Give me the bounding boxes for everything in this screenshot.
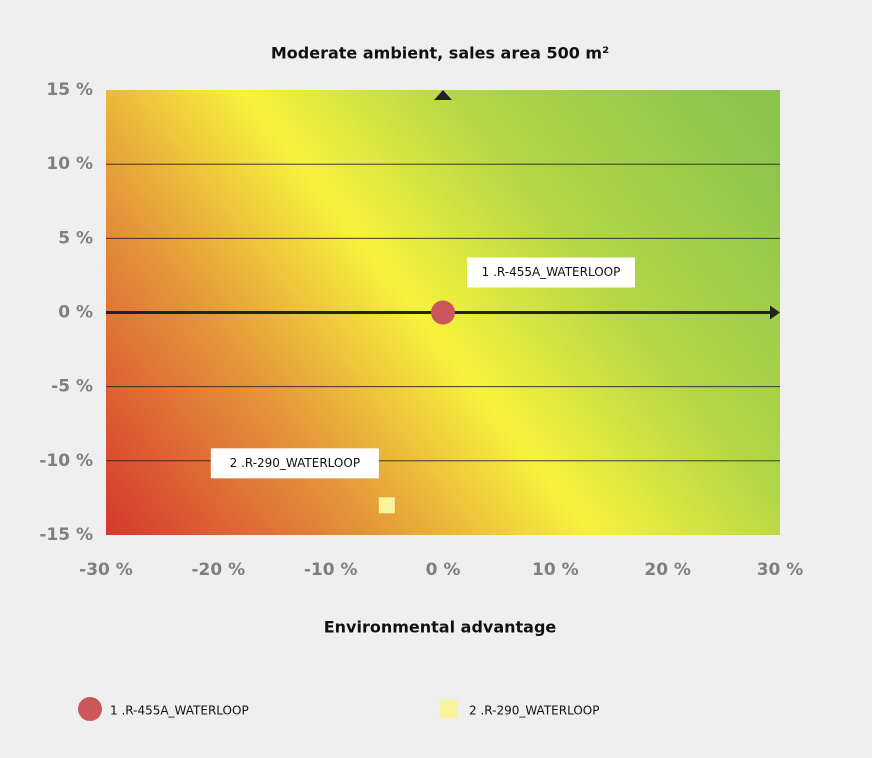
x-tick-label: -10 % [304,560,358,580]
label-box [210,448,379,479]
y-tick-label: 5 % [58,228,93,248]
legend-marker [440,700,458,718]
x-tick-label: -20 % [191,560,245,580]
axis-arrow [770,305,780,320]
x-tick-label: 0 % [426,560,461,580]
x-tick-label: -30 % [79,560,133,580]
x-axis-title: Environmental advantage [324,618,557,637]
data-label: 1 .R-455A_WATERLOOP [482,265,621,279]
label-box [467,257,635,288]
point [431,300,455,325]
y-tick-label: -5 % [51,377,93,397]
chart-title: Moderate ambient, sales area 500 m² [271,44,609,63]
y-tick-label: -10 % [39,451,93,471]
axis-marker [434,90,452,100]
legend-label: 2 .R-290_WATERLOOP [469,704,599,718]
point [378,497,395,514]
legend-label: 1 .R-455A_WATERLOOP [110,704,249,718]
data-label: 2 .R-290_WATERLOOP [230,456,360,470]
x-tick-label: 30 % [757,560,804,580]
y-tick-label: 0 % [58,303,93,323]
y-tick-label: -15 % [39,525,93,545]
x-tick-label: 10 % [532,560,579,580]
y-tick-label: 15 % [46,80,93,100]
y-tick-label: 10 % [46,154,93,174]
x-tick-label: 20 % [644,560,691,580]
legend-marker [78,697,102,721]
